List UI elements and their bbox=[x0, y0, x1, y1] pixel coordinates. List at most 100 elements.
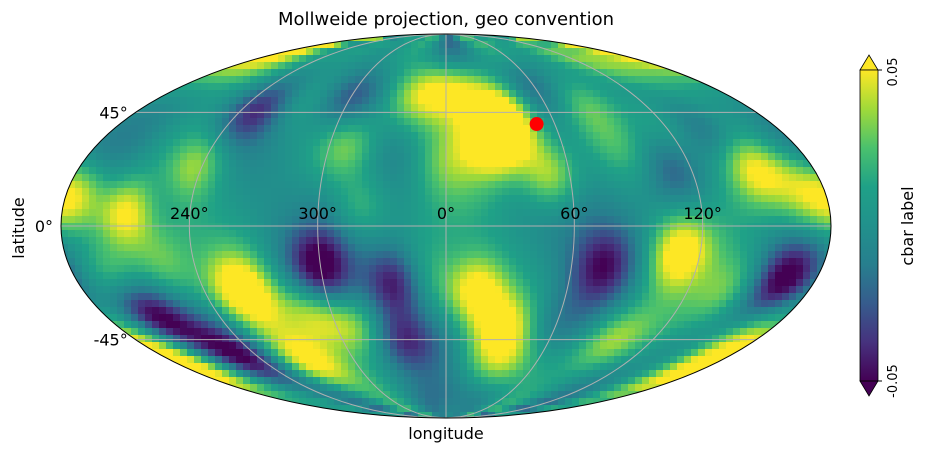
heatmap-cell bbox=[677, 321, 685, 329]
heatmap-cell bbox=[229, 188, 237, 196]
heatmap-cell bbox=[488, 34, 496, 42]
heatmap-cell bbox=[320, 384, 328, 392]
heatmap-cell bbox=[229, 83, 237, 91]
heatmap-cell bbox=[292, 405, 300, 413]
heatmap-cell bbox=[642, 62, 650, 70]
heatmap-cell bbox=[362, 62, 370, 70]
heatmap-cell bbox=[677, 139, 685, 147]
heatmap-cell bbox=[670, 328, 678, 336]
heatmap-cell bbox=[551, 188, 559, 196]
heatmap-cell bbox=[208, 286, 216, 294]
heatmap-cell bbox=[726, 342, 734, 350]
heatmap-cell bbox=[320, 125, 328, 133]
heatmap-cell bbox=[516, 300, 524, 308]
heatmap-cell bbox=[516, 174, 524, 182]
heatmap-cell bbox=[334, 153, 342, 161]
heatmap-cell bbox=[145, 104, 153, 112]
heatmap-cell bbox=[201, 370, 209, 378]
heatmap-cell bbox=[684, 195, 692, 203]
heatmap-cell bbox=[243, 237, 251, 245]
heatmap-cell bbox=[649, 216, 657, 224]
heatmap-cell bbox=[593, 258, 601, 266]
heatmap-cell bbox=[544, 195, 552, 203]
heatmap-cell bbox=[145, 314, 153, 322]
heatmap-cell bbox=[208, 76, 216, 84]
heatmap-cell bbox=[803, 300, 811, 308]
heatmap-cell bbox=[103, 307, 111, 315]
heatmap-cell bbox=[222, 286, 230, 294]
heatmap-cell bbox=[397, 230, 405, 238]
heatmap-cell bbox=[719, 237, 727, 245]
heatmap-cell bbox=[124, 153, 132, 161]
heatmap-cell bbox=[551, 398, 559, 406]
heatmap-cell bbox=[544, 391, 552, 399]
heatmap-cell bbox=[656, 244, 664, 252]
heatmap-cell bbox=[236, 321, 244, 329]
heatmap-cell bbox=[754, 244, 762, 252]
heatmap-cell bbox=[439, 328, 447, 336]
heatmap-cell bbox=[341, 328, 349, 336]
heatmap-cell bbox=[89, 230, 97, 238]
heatmap-cell bbox=[523, 335, 531, 343]
heatmap-cell bbox=[222, 370, 230, 378]
heatmap-cell bbox=[215, 97, 223, 105]
heatmap-cell bbox=[355, 377, 363, 385]
heatmap-cell bbox=[425, 195, 433, 203]
heatmap-cell bbox=[467, 230, 475, 238]
heatmap-cell bbox=[201, 272, 209, 280]
heatmap-cell bbox=[551, 174, 559, 182]
heatmap-cell bbox=[481, 384, 489, 392]
heatmap-cell bbox=[264, 132, 272, 140]
heatmap-cell bbox=[782, 230, 790, 238]
heatmap-cell bbox=[292, 209, 300, 217]
heatmap-cell bbox=[740, 209, 748, 217]
heatmap-cell bbox=[530, 55, 538, 63]
heatmap-cell bbox=[460, 167, 468, 175]
heatmap-cell bbox=[257, 90, 265, 98]
heatmap-cell bbox=[201, 335, 209, 343]
heatmap-cell bbox=[173, 125, 181, 133]
heatmap-cell bbox=[166, 181, 174, 189]
heatmap-cell bbox=[383, 83, 391, 91]
heatmap-cell bbox=[649, 223, 657, 231]
heatmap-cell bbox=[530, 300, 538, 308]
heatmap-cell bbox=[110, 244, 118, 252]
heatmap-cell bbox=[369, 244, 377, 252]
heatmap-cell bbox=[411, 279, 419, 287]
heatmap-cell bbox=[131, 146, 139, 154]
heatmap-cell bbox=[621, 244, 629, 252]
heatmap-cell bbox=[677, 125, 685, 133]
heatmap-cell bbox=[551, 62, 559, 70]
heatmap-cell bbox=[698, 83, 706, 91]
heatmap-cell bbox=[607, 356, 615, 364]
heatmap-cell bbox=[187, 342, 195, 350]
heatmap-cell bbox=[180, 286, 188, 294]
heatmap-cell bbox=[348, 160, 356, 168]
heatmap-cell bbox=[299, 167, 307, 175]
heatmap-cell bbox=[397, 293, 405, 301]
heatmap-cell bbox=[306, 111, 314, 119]
heatmap-cell bbox=[306, 293, 314, 301]
heatmap-cell bbox=[495, 328, 503, 336]
heatmap-cell bbox=[684, 146, 692, 154]
heatmap-cell bbox=[208, 314, 216, 322]
heatmap-cell bbox=[432, 146, 440, 154]
heatmap-cell bbox=[719, 125, 727, 133]
heatmap-cell bbox=[439, 41, 447, 49]
heatmap-cell bbox=[642, 216, 650, 224]
heatmap-cell bbox=[82, 188, 90, 196]
heatmap-cell bbox=[621, 153, 629, 161]
heatmap-cell bbox=[663, 244, 671, 252]
heatmap-cell bbox=[369, 279, 377, 287]
heatmap-cell bbox=[726, 230, 734, 238]
heatmap-cell bbox=[432, 62, 440, 70]
heatmap-cell bbox=[558, 293, 566, 301]
heatmap-cell bbox=[327, 342, 335, 350]
heatmap-cell bbox=[236, 216, 244, 224]
heatmap-cell bbox=[558, 160, 566, 168]
heatmap-cell bbox=[264, 300, 272, 308]
heatmap-cell bbox=[481, 216, 489, 224]
heatmap-cell bbox=[544, 181, 552, 189]
heatmap-cell bbox=[362, 300, 370, 308]
heatmap-cell bbox=[621, 195, 629, 203]
